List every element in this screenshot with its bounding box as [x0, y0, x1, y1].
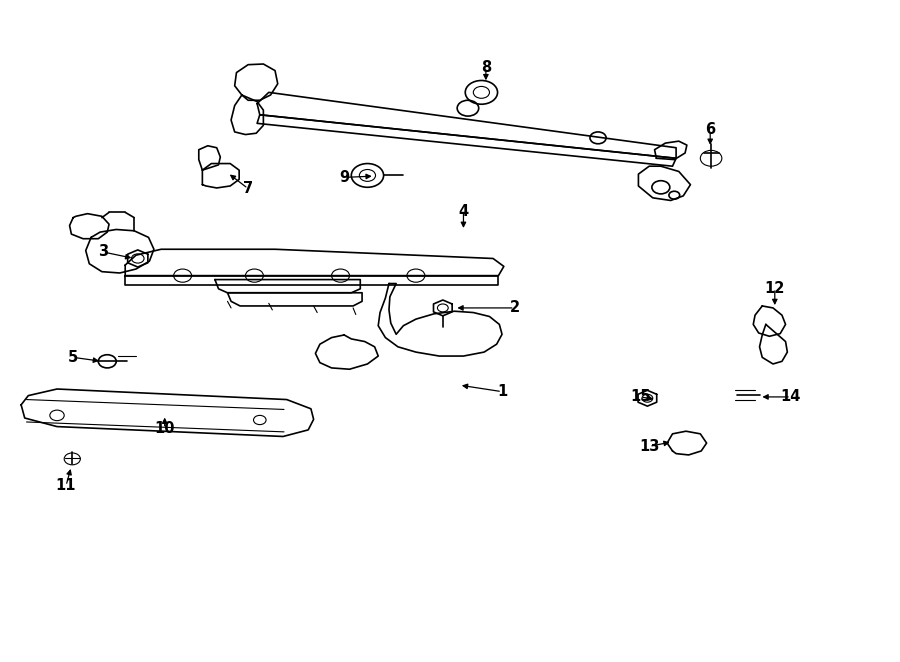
Text: 9: 9 [339, 170, 349, 185]
Polygon shape [128, 250, 148, 267]
Polygon shape [125, 250, 504, 275]
Text: 12: 12 [765, 281, 785, 296]
Text: 1: 1 [497, 384, 508, 399]
Polygon shape [434, 300, 452, 316]
Text: 7: 7 [243, 181, 253, 196]
Text: 5: 5 [68, 350, 78, 365]
Polygon shape [315, 335, 378, 369]
Polygon shape [378, 283, 502, 356]
Text: 13: 13 [639, 439, 660, 454]
Polygon shape [21, 389, 313, 436]
Polygon shape [638, 166, 690, 201]
Text: 8: 8 [481, 60, 491, 75]
Polygon shape [257, 115, 676, 166]
Polygon shape [235, 64, 278, 100]
Text: 6: 6 [705, 122, 716, 138]
Polygon shape [125, 275, 499, 285]
Polygon shape [667, 431, 706, 455]
Polygon shape [202, 164, 239, 188]
Text: 10: 10 [155, 421, 175, 436]
Polygon shape [654, 141, 687, 160]
Polygon shape [257, 93, 676, 158]
Text: 3: 3 [98, 244, 108, 260]
Text: 15: 15 [630, 389, 651, 404]
Text: 14: 14 [781, 389, 801, 404]
Polygon shape [638, 391, 657, 406]
Polygon shape [753, 306, 786, 336]
Text: 4: 4 [458, 203, 469, 218]
Polygon shape [86, 230, 154, 273]
Polygon shape [69, 214, 109, 239]
Text: 11: 11 [56, 479, 76, 493]
Polygon shape [231, 95, 264, 134]
Text: 2: 2 [509, 301, 519, 315]
